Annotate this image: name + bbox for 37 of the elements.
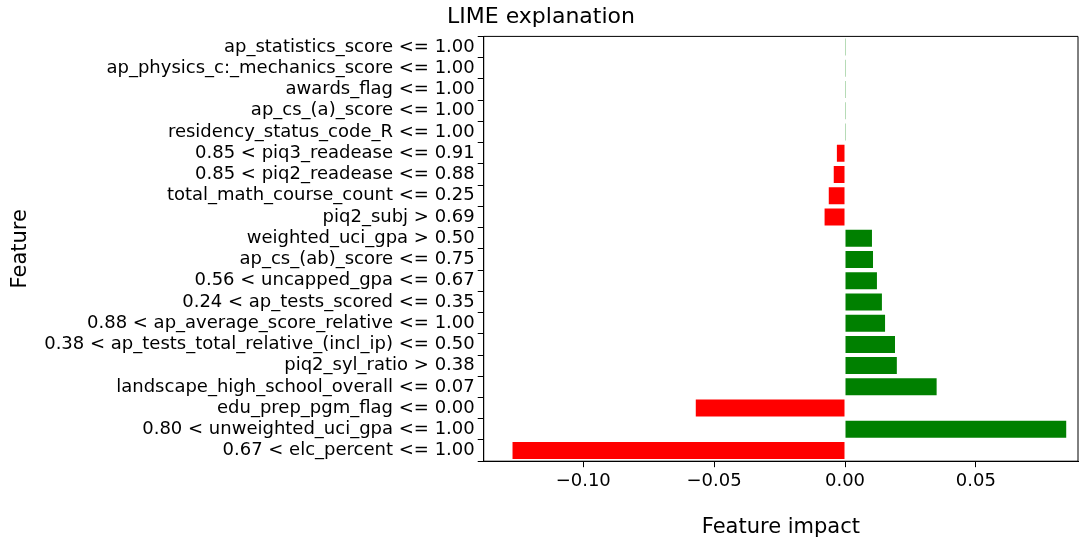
bar bbox=[512, 442, 845, 460]
bar bbox=[845, 378, 937, 396]
y-tick-label: 0.80 < unweighted_uci_gpa <= 1.00 bbox=[142, 417, 475, 440]
bar bbox=[845, 293, 882, 311]
bar bbox=[845, 420, 1067, 438]
y-tick-label: 0.85 < piq2_readease <= 0.88 bbox=[195, 162, 475, 185]
y-tick-label: piq2_syl_ratio > 0.38 bbox=[284, 353, 475, 376]
x-tick-label: 0.05 bbox=[955, 468, 996, 490]
bar bbox=[845, 250, 874, 268]
y-tick-label: total_math_course_count <= 0.25 bbox=[166, 183, 475, 206]
bar bbox=[845, 335, 896, 353]
y-tick-label: residency_status_code_R <= 1.00 bbox=[167, 119, 475, 142]
bar bbox=[845, 357, 897, 375]
y-tick-label: 0.67 < elc_percent <= 1.00 bbox=[222, 438, 475, 461]
bar bbox=[828, 187, 845, 205]
x-tick-label: 0.00 bbox=[824, 468, 866, 490]
bar bbox=[824, 208, 845, 226]
bar bbox=[845, 314, 886, 332]
bar bbox=[845, 229, 872, 247]
x-tick-label: −0.05 bbox=[686, 468, 742, 490]
y-tick-label: 0.24 < ap_tests_scored <= 0.35 bbox=[182, 289, 475, 312]
y-tick-label: 0.56 < uncapped_gpa <= 0.67 bbox=[194, 268, 475, 291]
y-tick-label: landscape_high_school_overall <= 0.07 bbox=[116, 374, 475, 397]
y-tick-label: 0.38 < ap_tests_total_relative_(incl_ip) <= 0.50 bbox=[44, 332, 475, 355]
y-tick-label: awards_flag <= 1.00 bbox=[285, 77, 475, 100]
bar bbox=[836, 144, 845, 162]
y-tick-label: ap_cs_(a)_score <= 1.00 bbox=[250, 98, 475, 121]
bar bbox=[845, 272, 877, 290]
y-tick-label: ap_statistics_score <= 1.00 bbox=[223, 34, 475, 57]
x-tick-label: −0.10 bbox=[555, 468, 611, 490]
y-axis-title: Feature bbox=[7, 209, 32, 289]
bar bbox=[833, 165, 845, 183]
y-tick-label: piq2_subj > 0.69 bbox=[322, 204, 475, 227]
x-axis-title: Feature impact bbox=[701, 513, 861, 538]
y-tick-label: ap_cs_(ab)_score <= 0.75 bbox=[239, 247, 475, 270]
chart-title: LIME explanation bbox=[447, 2, 635, 28]
bar bbox=[695, 399, 845, 417]
